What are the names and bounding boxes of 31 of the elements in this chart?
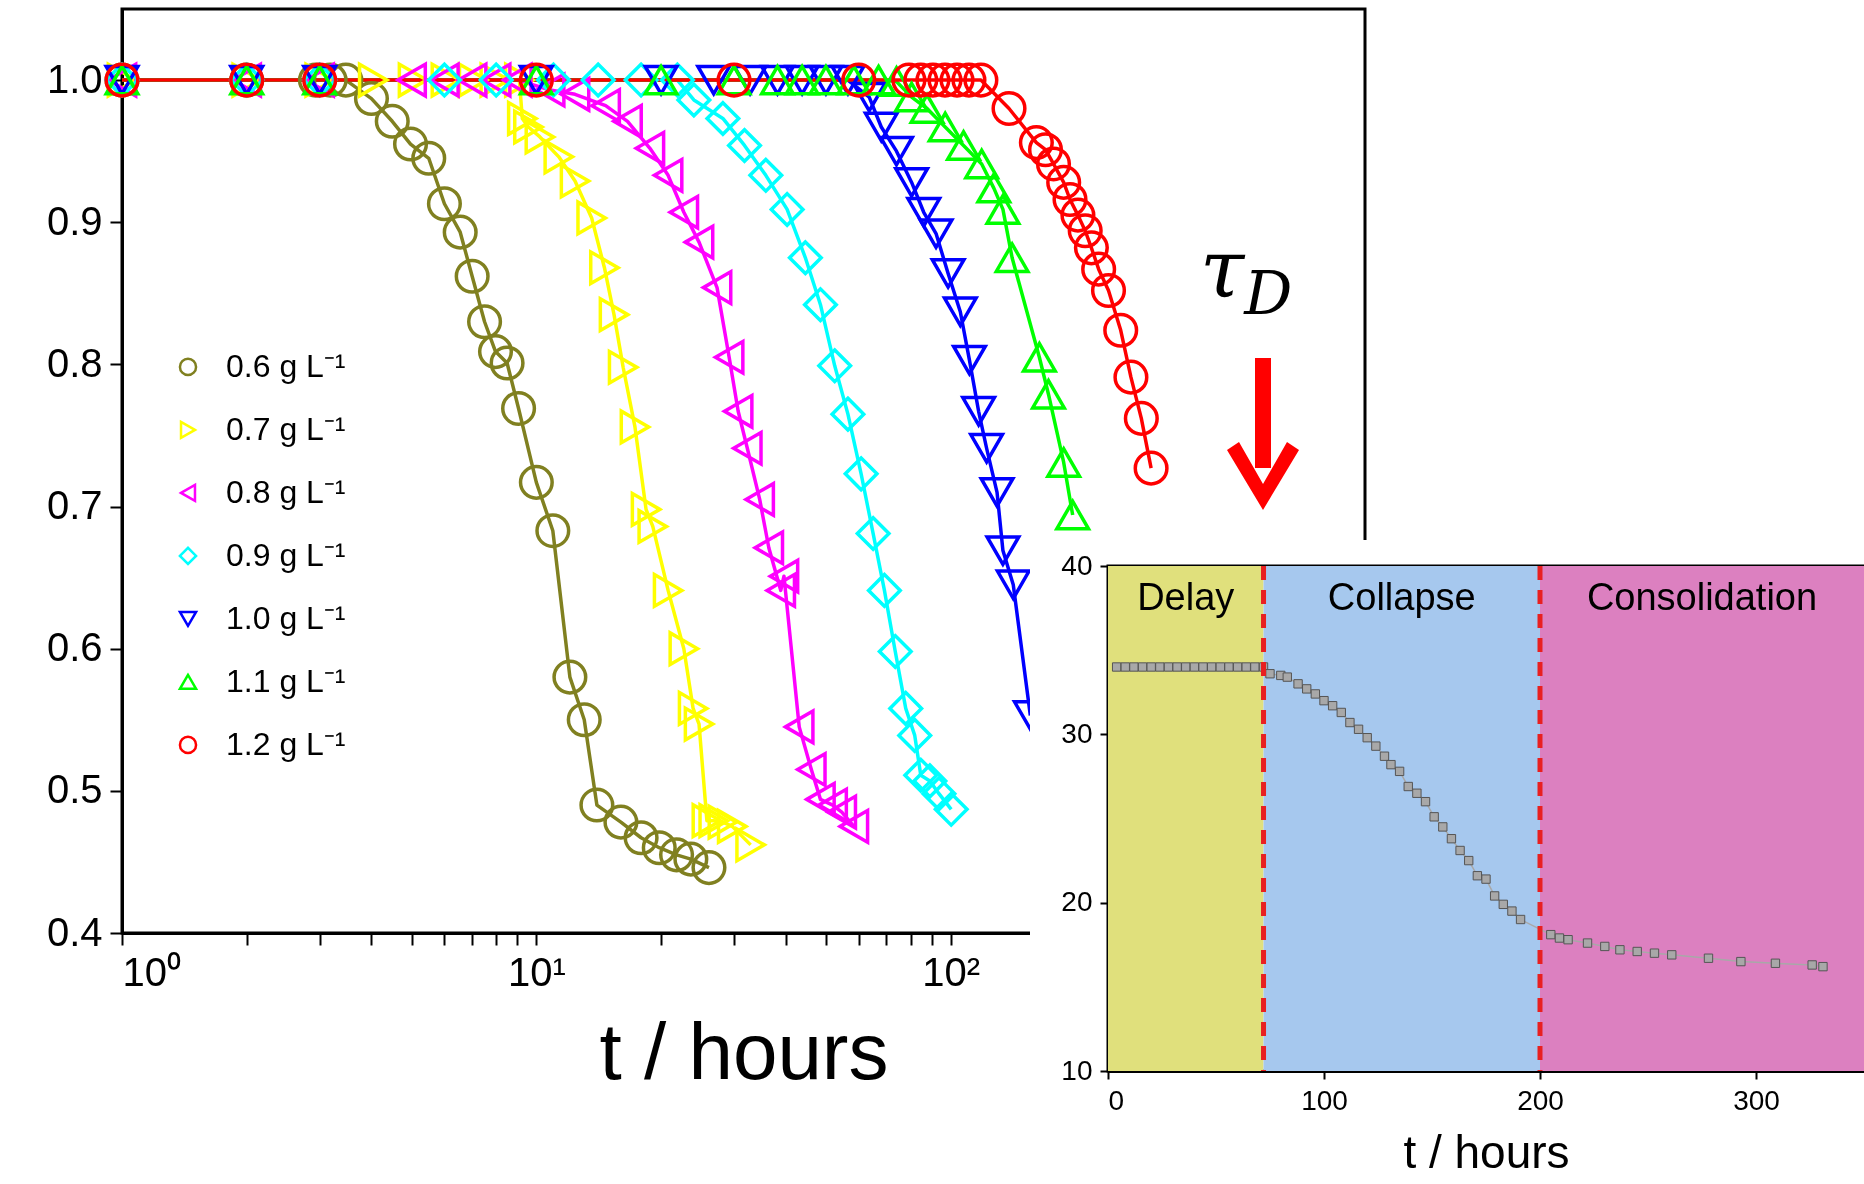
- x-tick-label: 200: [1517, 1084, 1564, 1116]
- y-tick-label: 0.4: [46, 909, 103, 954]
- legend-label: 0.6 g L⁻¹: [226, 347, 346, 384]
- legend-label: 0.8 g L⁻¹: [226, 473, 346, 510]
- band-label: Collapse: [1327, 576, 1476, 618]
- x-tick-label: 0: [1108, 1084, 1125, 1116]
- y-tick-label: 40: [1061, 549, 1093, 581]
- band-label: Consolidation: [1586, 576, 1818, 618]
- legend-label: 1.1 g L⁻¹: [226, 662, 346, 699]
- y-tick-label: 20: [1061, 886, 1093, 918]
- x-axis-title: t / hours: [1403, 1125, 1570, 1178]
- legend-label: 1.2 g L⁻¹: [226, 725, 346, 762]
- x-tick-label: 10²: [922, 949, 981, 994]
- legend-label: 0.9 g L⁻¹: [226, 536, 346, 573]
- y-tick-label: 0.9: [46, 198, 103, 243]
- x-tick-label: 100: [1301, 1084, 1348, 1116]
- legend-label: 1.0 g L⁻¹: [226, 599, 346, 636]
- y-tick-label: 30: [1061, 717, 1093, 749]
- y-tick-label: 0.8: [46, 340, 103, 385]
- x-tick-label: 10¹: [507, 949, 566, 994]
- y-tick-label: 0.7: [46, 483, 103, 528]
- band-label: Delay: [1137, 576, 1235, 618]
- y-tick-label: 0.5: [46, 767, 103, 812]
- y-tick-label: 10: [1061, 1054, 1093, 1086]
- x-tick-label: 10⁰: [122, 949, 181, 994]
- legend-label: 0.7 g L⁻¹: [226, 410, 346, 447]
- y-tick-label: 1.0: [46, 56, 103, 101]
- annotation: τ$_{D}$: [1200, 223, 1293, 328]
- y-tick-label: 0.6: [46, 625, 103, 670]
- x-tick-label: 300: [1733, 1084, 1780, 1116]
- x-axis-title: t / hours: [599, 1006, 889, 1096]
